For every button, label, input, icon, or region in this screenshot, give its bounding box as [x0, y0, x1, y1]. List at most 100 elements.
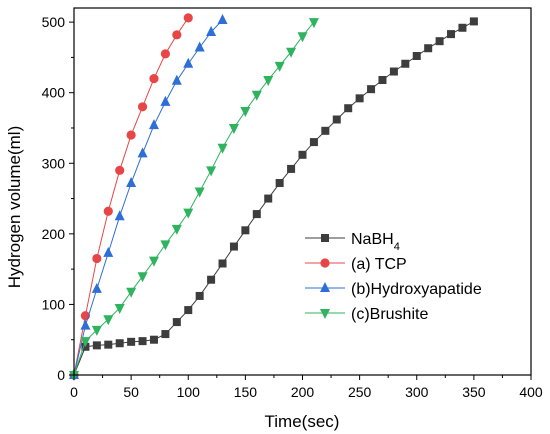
data-point-nabh4 [161, 330, 170, 339]
legend-item-c-brushite: (c)Brushite [305, 306, 428, 323]
data-point-nabh4 [355, 94, 364, 103]
legend-marker-nabh4 [321, 234, 329, 242]
data-point-nabh4 [367, 85, 376, 94]
x-axis-title: Time(sec) [265, 412, 340, 431]
data-point-a-tcp [103, 206, 113, 216]
data-point-a-tcp [172, 30, 182, 40]
data-point-c-brushite [91, 325, 102, 336]
data-point-c-brushite [171, 224, 182, 235]
data-point-b-hydroxyapatide [80, 319, 91, 330]
data-point-nabh4 [195, 291, 204, 300]
data-point-b-hydroxyapatide [183, 57, 194, 68]
data-point-a-tcp [160, 49, 170, 59]
series-b-hydroxyapatide [69, 13, 228, 379]
data-point-c-brushite [217, 143, 228, 154]
legend: NaBH4 (a) TCP (b)Hydroxyapatide (c)Brushite [305, 231, 482, 323]
data-point-nabh4 [138, 337, 147, 346]
y-tick-label: 300 [42, 155, 66, 171]
x-tick-label: 0 [70, 384, 78, 400]
y-tick-label: 400 [42, 85, 66, 101]
data-point-nabh4 [298, 150, 307, 159]
y-tick-label: 200 [42, 226, 66, 242]
data-point-a-tcp [137, 102, 148, 112]
y-axis-title: Hydrogen volume(ml) [5, 126, 24, 289]
x-tick-label: 150 [234, 384, 258, 400]
data-point-b-hydroxyapatide [148, 119, 159, 130]
data-point-c-brushite [126, 287, 137, 298]
legend-marker-a-tcp [320, 258, 330, 268]
data-point-c-brushite [148, 256, 159, 267]
data-point-nabh4 [275, 179, 284, 188]
y-tick-label: 0 [57, 367, 65, 383]
data-point-nabh4 [458, 23, 467, 32]
data-point-a-tcp [92, 253, 102, 264]
legend-item-nabh4: NaBH4 [305, 231, 400, 253]
data-point-nabh4 [172, 318, 181, 327]
data-point-c-brushite [263, 75, 274, 86]
data-point-c-brushite [183, 208, 194, 219]
series-line-b-hydroxyapatide [73, 19, 223, 376]
data-point-b-hydroxyapatide [206, 25, 217, 36]
data-point-c-brushite [228, 123, 239, 134]
legend-item-b-hydroxyapatide: (b)Hydroxyapatide [305, 281, 482, 298]
data-point-nabh4 [252, 210, 261, 219]
data-point-c-brushite [297, 32, 308, 43]
y-tick-label: 500 [42, 14, 66, 30]
x-tick-label: 300 [405, 384, 429, 400]
data-point-c-brushite [286, 47, 297, 58]
data-point-nabh4 [184, 306, 193, 315]
data-point-nabh4 [469, 17, 478, 26]
legend-label-c-brushite: (c)Brushite [351, 306, 428, 323]
data-point-nabh4 [401, 59, 410, 68]
data-point-c-brushite [240, 107, 251, 118]
data-point-a-tcp [149, 73, 159, 84]
data-point-nabh4 [241, 226, 250, 235]
data-point-b-hydroxyapatide [126, 177, 137, 188]
series-a-tcp [69, 13, 193, 380]
x-tick-label: 400 [519, 384, 543, 400]
data-point-nabh4 [424, 44, 433, 53]
legend-label-nabh4: NaBH4 [351, 231, 400, 253]
data-point-b-hydroxyapatide [114, 210, 125, 221]
series-line-c-brushite [73, 21, 315, 376]
data-point-c-brushite [274, 61, 285, 72]
plot-frame [73, 7, 532, 376]
data-point-nabh4 [104, 340, 113, 349]
data-point-b-hydroxyapatide [160, 95, 171, 106]
x-tick-label: 350 [462, 384, 486, 400]
data-point-a-tcp [115, 165, 125, 175]
data-point-c-brushite [114, 303, 125, 314]
legend-label-a-tcp: (a) TCP [351, 256, 407, 273]
data-point-c-brushite [308, 18, 319, 29]
data-point-nabh4 [332, 115, 341, 124]
data-point-nabh4 [309, 138, 318, 147]
x-tick-label: 250 [348, 384, 372, 400]
data-point-b-hydroxyapatide [194, 41, 205, 52]
data-point-nabh4 [207, 275, 216, 284]
data-point-c-brushite [206, 166, 217, 177]
data-point-a-tcp [126, 130, 136, 140]
axes: 0 50 100 150 200 250 300 350 400 0 100 200 300 400 500 [42, 7, 543, 400]
data-point-nabh4 [287, 164, 296, 173]
legend-item-a-tcp: (a) TCP [305, 256, 407, 273]
data-point-nabh4 [321, 126, 330, 135]
legend-marker-b-hydroxyapatide [320, 282, 330, 292]
plot-area [69, 13, 478, 381]
data-point-nabh4 [344, 104, 353, 113]
legend-marker-c-brushite [320, 309, 330, 319]
data-point-b-hydroxyapatide [91, 282, 102, 293]
data-point-nabh4 [389, 67, 398, 76]
data-point-nabh4 [149, 335, 158, 344]
data-point-nabh4 [115, 339, 124, 348]
x-tick-label: 200 [291, 384, 315, 400]
series-c-brushite [69, 18, 319, 381]
data-point-b-hydroxyapatide [103, 246, 114, 257]
data-point-nabh4 [435, 37, 444, 46]
data-point-a-tcp [183, 13, 193, 23]
data-point-c-brushite [160, 240, 171, 251]
x-tick-label: 100 [177, 384, 201, 400]
data-point-nabh4 [218, 259, 227, 268]
data-point-c-brushite [103, 315, 114, 326]
data-point-b-hydroxyapatide [217, 13, 228, 24]
